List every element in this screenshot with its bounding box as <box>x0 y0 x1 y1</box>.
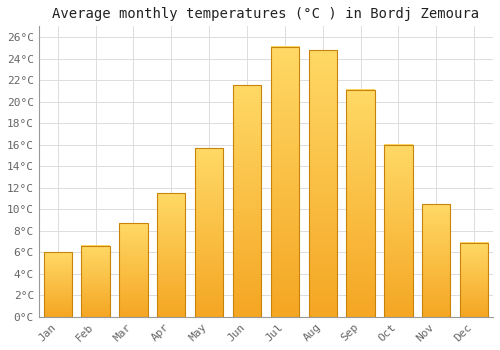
Bar <box>119 223 148 317</box>
Title: Average monthly temperatures (°C ) in Bordj Zemoura: Average monthly temperatures (°C ) in Bo… <box>52 7 480 21</box>
Bar <box>460 243 488 317</box>
Bar <box>233 85 261 317</box>
Bar <box>82 246 110 317</box>
Bar <box>44 252 72 317</box>
Bar <box>270 47 299 317</box>
Bar <box>308 50 337 317</box>
Bar <box>384 145 412 317</box>
Bar <box>195 148 224 317</box>
Bar <box>346 90 375 317</box>
Bar <box>157 193 186 317</box>
Bar <box>422 204 450 317</box>
